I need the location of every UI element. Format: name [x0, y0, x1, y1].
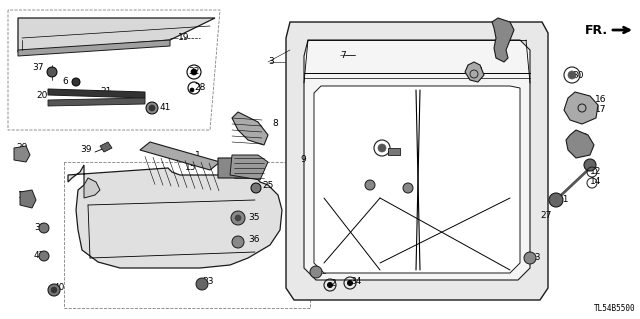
Circle shape: [251, 183, 261, 193]
Text: 2: 2: [330, 279, 335, 288]
Circle shape: [191, 69, 197, 75]
Text: 32: 32: [188, 68, 200, 77]
Circle shape: [365, 180, 375, 190]
Text: 42: 42: [408, 183, 419, 192]
Text: 20: 20: [36, 91, 48, 100]
Circle shape: [235, 215, 241, 221]
Text: 10: 10: [18, 190, 29, 199]
Circle shape: [524, 252, 536, 264]
Text: 30: 30: [572, 70, 584, 79]
Text: 14: 14: [590, 177, 602, 187]
Text: 33: 33: [202, 278, 214, 286]
Circle shape: [149, 105, 155, 111]
Text: FR.: FR.: [585, 24, 608, 36]
Text: 16: 16: [595, 95, 607, 105]
Polygon shape: [388, 148, 400, 155]
Text: 8: 8: [272, 118, 278, 128]
Text: 36: 36: [248, 235, 259, 244]
Polygon shape: [68, 165, 282, 268]
Circle shape: [51, 287, 57, 293]
Text: 31: 31: [34, 222, 45, 232]
Text: 27: 27: [540, 211, 552, 219]
Text: 1: 1: [195, 151, 201, 160]
Polygon shape: [100, 142, 112, 152]
Polygon shape: [218, 158, 260, 178]
Circle shape: [190, 88, 194, 92]
Text: 25: 25: [262, 181, 273, 189]
Polygon shape: [566, 130, 594, 158]
Text: 21: 21: [100, 87, 111, 97]
Polygon shape: [304, 40, 530, 280]
Text: 12: 12: [590, 167, 602, 176]
Circle shape: [584, 159, 596, 171]
Polygon shape: [314, 86, 520, 273]
Text: 24: 24: [472, 68, 483, 77]
Text: 29: 29: [16, 143, 28, 152]
Text: 35: 35: [248, 213, 259, 222]
Text: 37: 37: [33, 63, 44, 72]
Text: 5: 5: [500, 48, 506, 56]
Polygon shape: [286, 22, 548, 300]
Text: 39: 39: [80, 145, 92, 154]
Text: 22: 22: [382, 143, 393, 152]
Text: 40: 40: [54, 284, 65, 293]
Polygon shape: [18, 40, 170, 56]
Circle shape: [39, 251, 49, 261]
Polygon shape: [48, 98, 145, 106]
Text: 28: 28: [194, 83, 205, 92]
Circle shape: [231, 211, 245, 225]
Text: 19: 19: [178, 33, 189, 42]
Text: 18: 18: [363, 177, 374, 187]
Text: 41: 41: [160, 103, 172, 113]
Text: 38: 38: [576, 133, 588, 143]
Circle shape: [39, 223, 49, 233]
Polygon shape: [230, 155, 268, 180]
Text: TL54B5500: TL54B5500: [595, 304, 636, 313]
Circle shape: [196, 278, 208, 290]
Text: 23: 23: [316, 268, 328, 277]
Circle shape: [47, 67, 57, 77]
Text: 9: 9: [300, 155, 306, 165]
Text: 26: 26: [240, 158, 252, 167]
Text: 6: 6: [62, 78, 68, 86]
Text: 34: 34: [350, 278, 362, 286]
Text: 17: 17: [595, 106, 607, 115]
Polygon shape: [14, 146, 30, 162]
Text: 7: 7: [340, 50, 346, 60]
Polygon shape: [564, 92, 598, 124]
Polygon shape: [84, 178, 100, 198]
Text: 13: 13: [530, 254, 541, 263]
Circle shape: [403, 183, 413, 193]
Polygon shape: [140, 142, 220, 170]
Circle shape: [568, 71, 576, 79]
Circle shape: [549, 193, 563, 207]
Polygon shape: [20, 190, 36, 208]
Text: 11: 11: [558, 196, 570, 204]
Circle shape: [72, 78, 80, 86]
Circle shape: [232, 236, 244, 248]
Text: 4: 4: [500, 38, 506, 47]
Polygon shape: [232, 112, 268, 145]
Text: 15: 15: [185, 164, 196, 173]
Text: 3: 3: [268, 57, 274, 66]
Polygon shape: [48, 89, 145, 98]
Circle shape: [310, 266, 322, 278]
Polygon shape: [492, 18, 514, 62]
Polygon shape: [465, 62, 484, 82]
Circle shape: [328, 283, 333, 287]
Circle shape: [378, 144, 386, 152]
Text: 43: 43: [34, 250, 45, 259]
Circle shape: [48, 284, 60, 296]
Circle shape: [146, 102, 158, 114]
Circle shape: [348, 280, 353, 286]
Polygon shape: [18, 18, 215, 52]
